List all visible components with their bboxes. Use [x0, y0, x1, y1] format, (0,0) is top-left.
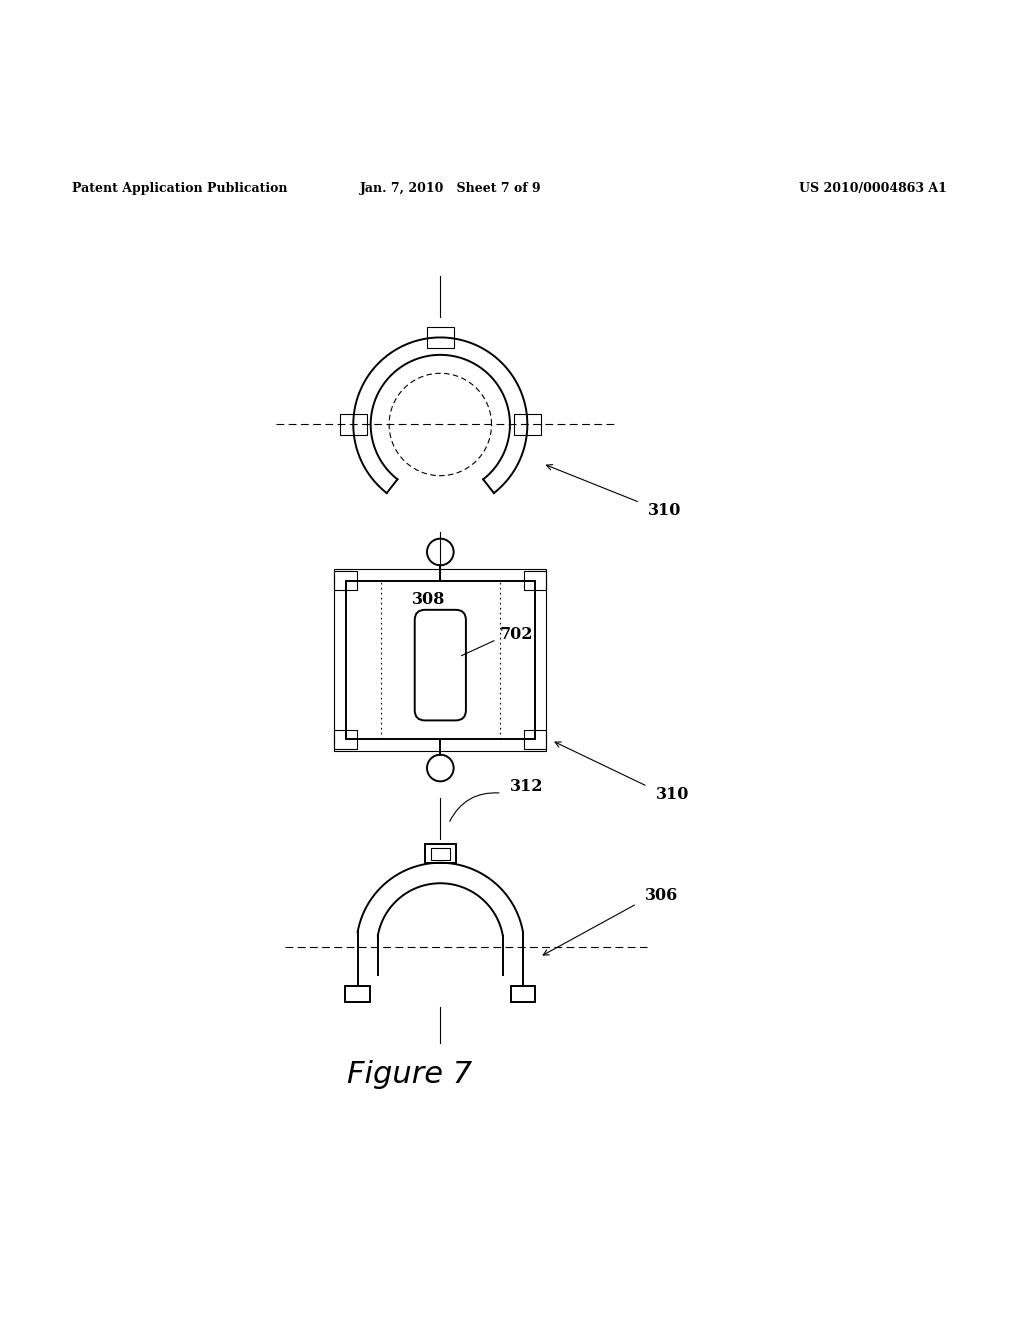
- Bar: [340, 414, 367, 434]
- Text: US 2010/0004863 A1: US 2010/0004863 A1: [799, 182, 946, 195]
- Bar: [346, 581, 535, 739]
- Text: Jan. 7, 2010   Sheet 7 of 9: Jan. 7, 2010 Sheet 7 of 9: [359, 182, 542, 195]
- Bar: [334, 572, 357, 590]
- Bar: [425, 845, 456, 863]
- Text: 306: 306: [645, 887, 678, 904]
- Text: Patent Application Publication: Patent Application Publication: [72, 182, 287, 195]
- Text: 702: 702: [500, 626, 534, 643]
- Bar: [345, 986, 370, 1002]
- Bar: [523, 572, 547, 590]
- Text: 310: 310: [648, 502, 682, 519]
- Text: Figure 7: Figure 7: [347, 1060, 472, 1089]
- Bar: [334, 569, 547, 751]
- Text: 308: 308: [412, 591, 445, 609]
- Bar: [431, 849, 450, 859]
- Bar: [334, 730, 357, 748]
- Bar: [427, 327, 454, 347]
- Text: 312: 312: [510, 779, 544, 796]
- Text: 310: 310: [655, 787, 689, 803]
- Bar: [511, 986, 536, 1002]
- Bar: [514, 414, 541, 434]
- Bar: [523, 730, 547, 748]
